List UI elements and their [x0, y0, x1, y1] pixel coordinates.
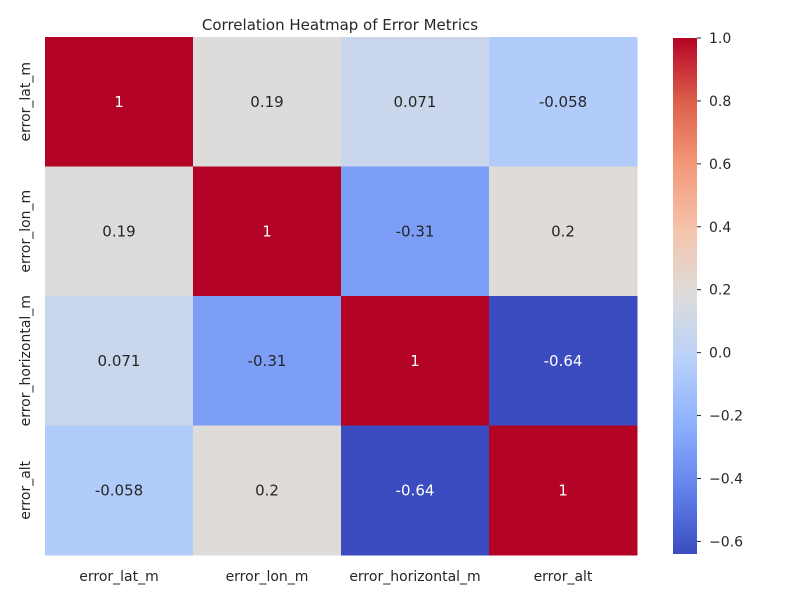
cell-label: 1	[410, 352, 420, 370]
cell-label: -0.31	[248, 352, 287, 370]
heatmap-cell	[341, 37, 490, 167]
cell-label: 0.19	[250, 93, 283, 111]
cell-label: 0.19	[102, 222, 135, 240]
cell-label: 1	[114, 93, 124, 111]
colorbar-tick-label: 1.0	[709, 31, 731, 47]
heatmap-cell	[45, 296, 194, 426]
heatmap-cell	[489, 296, 638, 426]
heatmap-cell	[193, 37, 342, 167]
y-tick-label: error_alt	[18, 460, 34, 519]
y-tick-label: error_lon_m	[18, 190, 34, 273]
cell-label: 1	[262, 222, 272, 240]
colorbar-tick-label: 0.2	[709, 283, 731, 299]
heatmap-cell	[193, 296, 342, 426]
colorbar	[673, 38, 697, 554]
heatmap-cell	[341, 296, 490, 426]
colorbar-tick-label: 0.4	[709, 220, 731, 236]
cell-label: -0.31	[396, 222, 435, 240]
heatmap-cell	[489, 166, 638, 297]
heatmap-cells	[45, 37, 638, 556]
colorbar-ticks: 1.0 0.8 0.6 0.4 0.2 0.0 −0.2 −0.4 −0.6	[697, 31, 743, 550]
cell-label: 0.2	[255, 481, 279, 499]
x-tick-label: error_lon_m	[226, 569, 309, 585]
cell-label: -0.64	[544, 352, 583, 370]
cell-labels: 1 0.19 0.071 -0.058 0.19 1 -0.31 0.2 0.071 -0.31 1…	[95, 93, 587, 500]
cell-label: 0.071	[98, 352, 141, 370]
heatmap-cell	[341, 425, 490, 556]
colorbar-tick-label: 0.8	[709, 94, 731, 110]
cell-label: -0.058	[95, 481, 143, 499]
x-tick-label: error_horizontal_m	[349, 569, 480, 585]
heatmap-cell	[341, 166, 490, 297]
colorbar-tick-label: −0.4	[709, 471, 743, 487]
colorbar-tick-label: −0.2	[709, 409, 743, 425]
x-tick-label: error_lat_m	[79, 569, 159, 585]
x-tick-labels: error_lat_m error_lon_m error_horizontal_m…	[79, 569, 593, 585]
heatmap-cell	[193, 166, 342, 297]
cell-label: -0.64	[396, 481, 435, 499]
cell-label: 0.2	[551, 222, 575, 240]
cell-label: -0.058	[539, 93, 587, 111]
colorbar-tick-label: 0.6	[709, 157, 731, 173]
colorbar-tick-label: −0.6	[709, 534, 743, 550]
heatmap-cell	[45, 425, 194, 556]
y-tick-labels: error_lat_m error_lon_m error_horizontal_m…	[18, 62, 34, 520]
y-tick-label: error_horizontal_m	[18, 295, 34, 426]
cell-label: 1	[558, 481, 568, 499]
heatmap-cell	[193, 425, 342, 556]
heatmap-cell	[45, 166, 194, 297]
chart-title: Correlation Heatmap of Error Metrics	[202, 16, 478, 34]
heatmap-cell	[45, 37, 194, 167]
cell-label: 0.071	[394, 93, 437, 111]
heatmap-cell	[489, 37, 638, 167]
y-tick-label: error_lat_m	[18, 62, 34, 142]
heatmap-cell	[489, 425, 638, 556]
x-tick-label: error_alt	[534, 569, 593, 585]
colorbar-tick-label: 0.0	[709, 346, 731, 362]
